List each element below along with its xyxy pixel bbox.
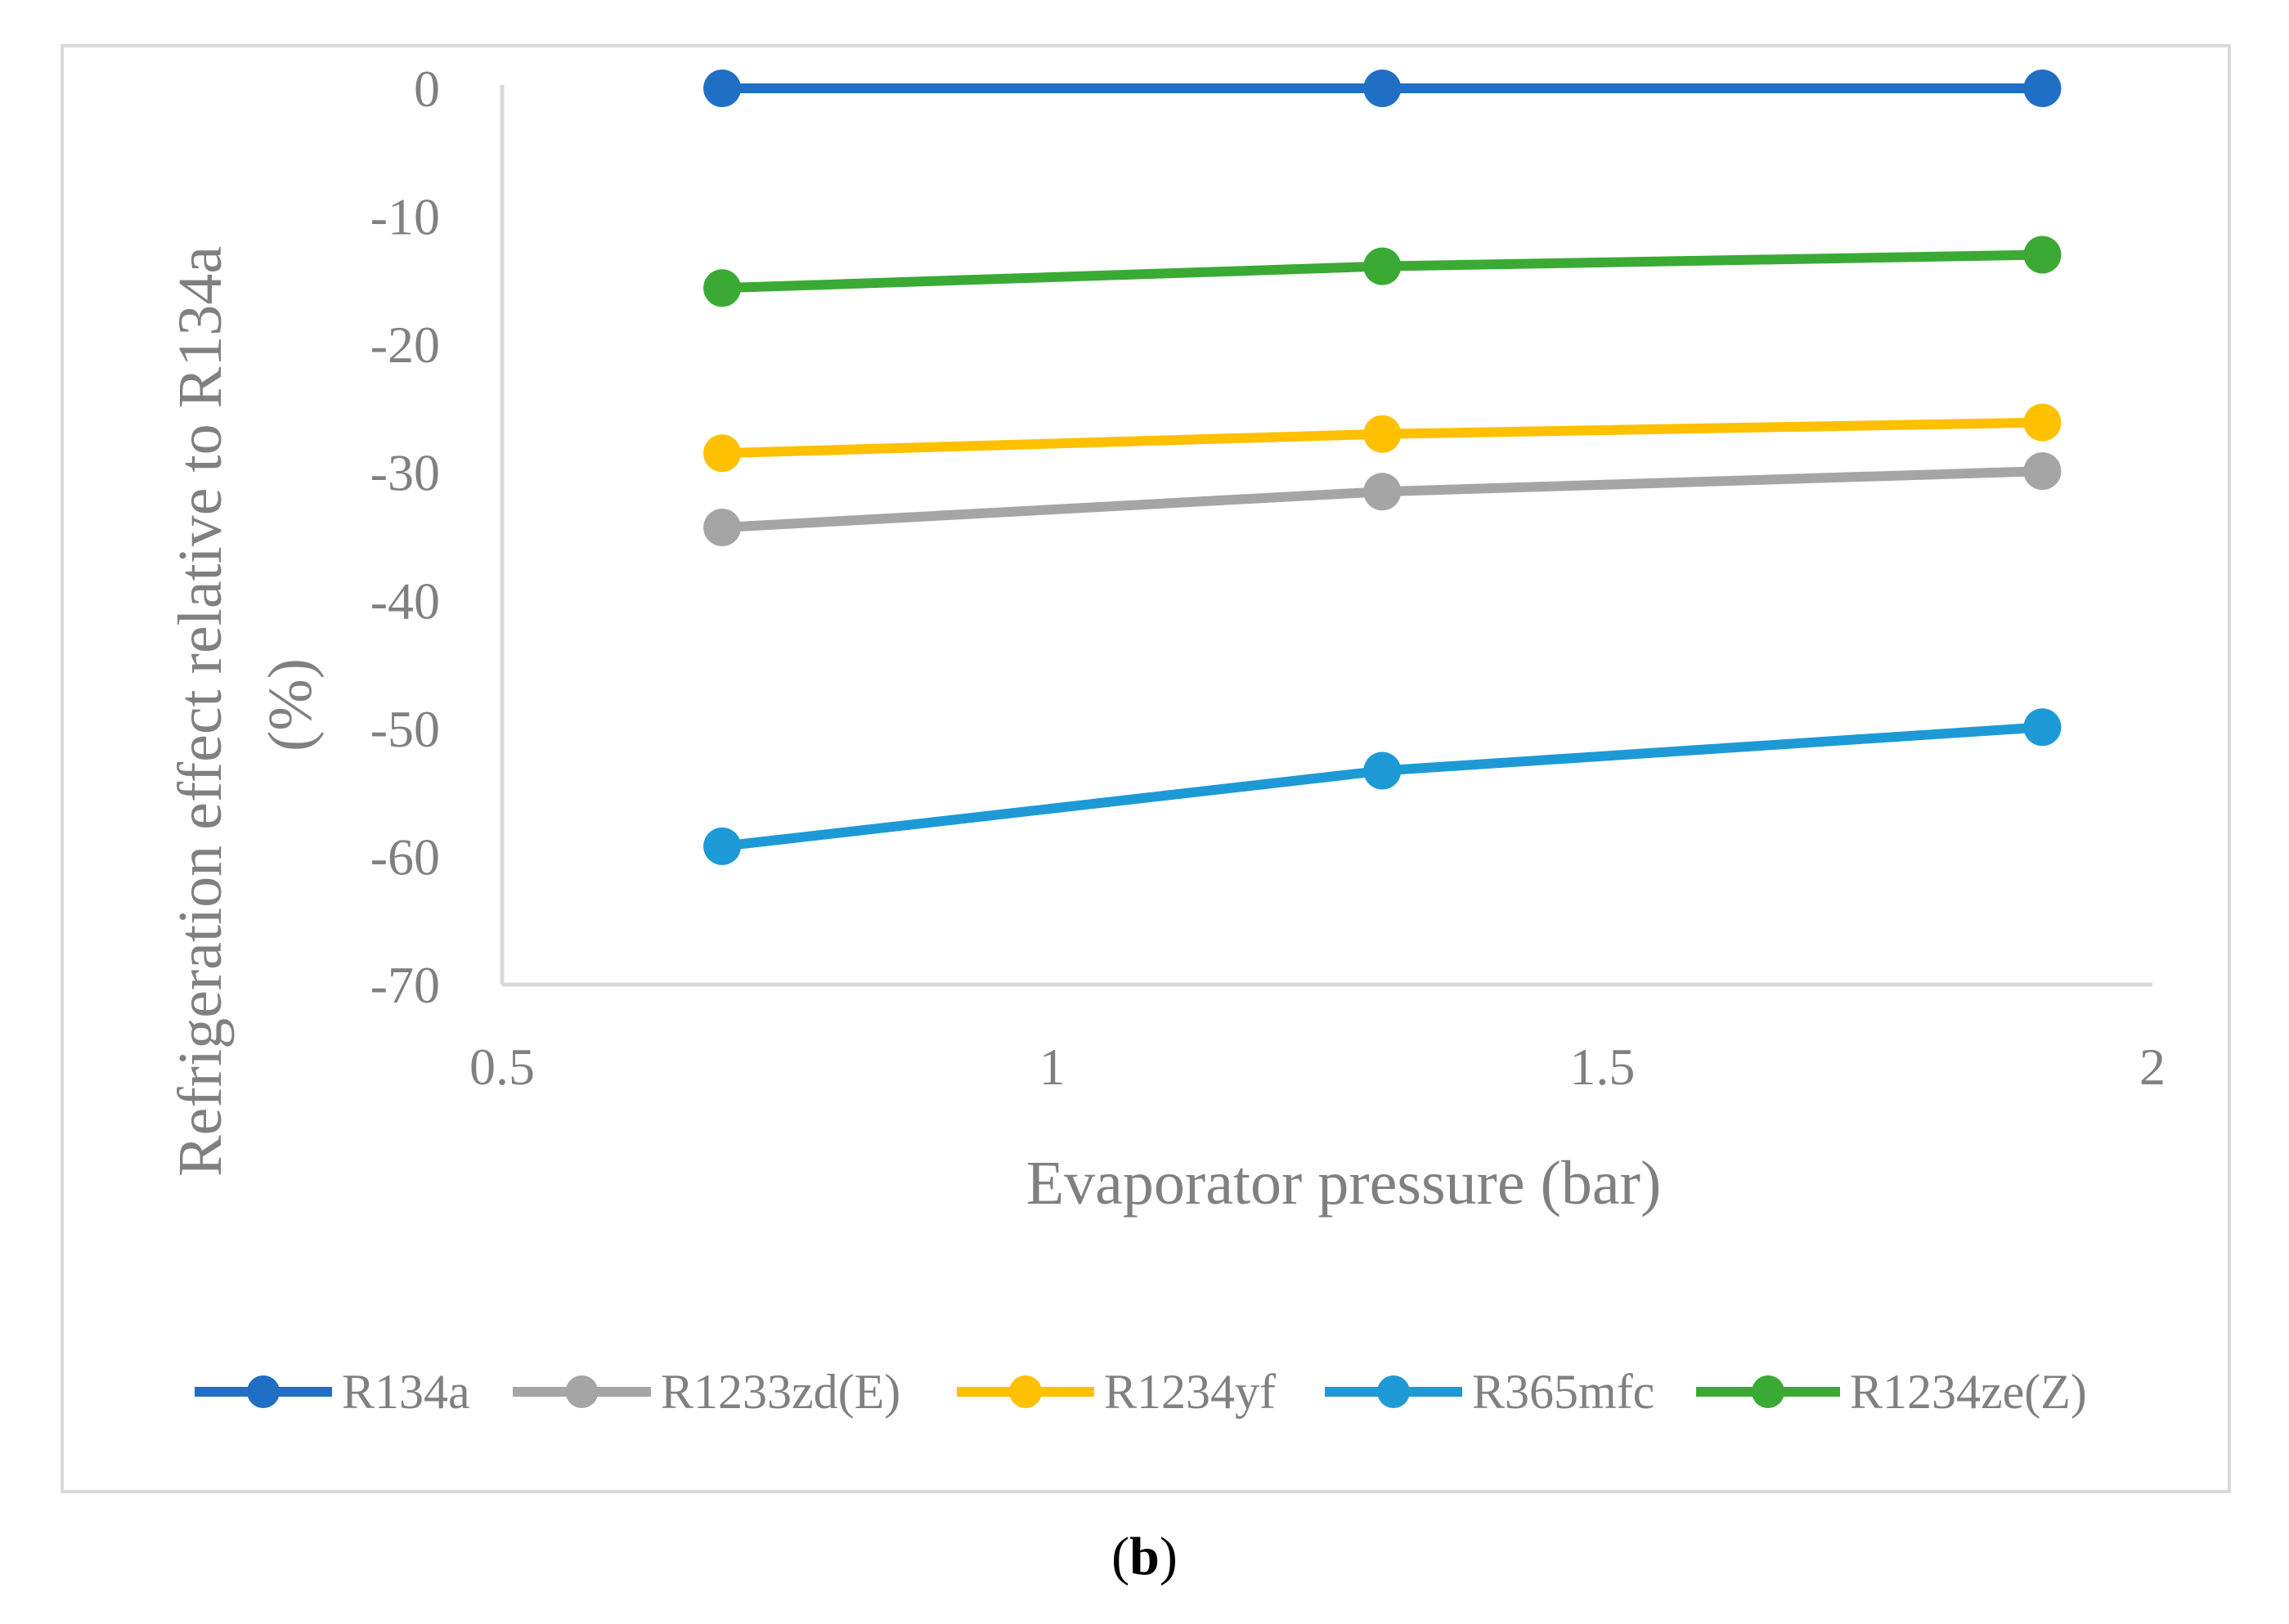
y-axis-title: Refrigeration effect relative to R134a (… [166, 246, 325, 1177]
y-tick-label: -40 [370, 572, 440, 630]
legend-item: R134a [195, 1365, 470, 1419]
y-tick-label: -60 [370, 828, 440, 886]
x-tick-label: 2 [2139, 1038, 2166, 1096]
data-point [2023, 236, 2062, 274]
data-point [2023, 403, 2062, 442]
legend: R134a R1233zd(E) R1234yf R365mfc R1234ze(Z) [195, 1365, 2087, 1419]
caption-open: ( [1111, 1527, 1130, 1586]
data-point [703, 509, 742, 547]
legend-label: R134a [342, 1365, 470, 1419]
y-tick-label: -50 [370, 700, 440, 758]
data-point [703, 434, 742, 473]
data-point [2023, 70, 2062, 107]
legend-marker [247, 1375, 280, 1408]
y-tick-label: 0 [414, 60, 440, 118]
x-tick-label: 1 [1039, 1038, 1066, 1096]
y-tick-label: -20 [370, 316, 440, 374]
y-tick-label: -10 [370, 188, 440, 246]
y-tick-label: -30 [370, 444, 440, 502]
legend-label: R365mfc [1472, 1365, 1654, 1419]
data-point [1363, 473, 1402, 511]
data-point [1363, 70, 1402, 107]
data-point [703, 70, 742, 107]
series-R1233zd(E) [703, 452, 2062, 547]
x-tick-label: 1.5 [1569, 1038, 1635, 1096]
caption-close: ) [1159, 1527, 1178, 1586]
y-axis-ticks: 0 -10 -20 -30 -40 -50 -60 -70 [370, 60, 440, 1014]
figure-caption: (b) [0, 1526, 2289, 1588]
legend-marker [565, 1375, 599, 1408]
legend-item: R365mfc [1325, 1365, 1654, 1419]
axes [500, 85, 2152, 987]
data-point [1363, 415, 1402, 453]
legend-label: R1234yf [1104, 1365, 1276, 1419]
series-R365mfc [703, 708, 2062, 865]
data-point [703, 827, 742, 865]
data-point [1363, 751, 1402, 790]
legend-item: R1233zd(E) [513, 1365, 900, 1419]
legend-marker [1009, 1375, 1042, 1408]
y-tick-label: -70 [370, 956, 440, 1014]
data-point [2023, 708, 2062, 747]
series-R134a [703, 70, 2062, 107]
data-point [703, 269, 742, 307]
data-point [1363, 247, 1402, 285]
x-axis-ticks: 0.5 1 1.5 2 [469, 1038, 2166, 1096]
y-axis-title-line2: (%) [256, 658, 325, 751]
legend-item: R1234yf [957, 1365, 1276, 1419]
x-tick-label: 0.5 [469, 1038, 535, 1096]
x-axis-title: Evaporator pressure (bar) [1026, 1149, 1662, 1218]
chart-frame [61, 44, 2231, 1493]
series-layer [703, 70, 2062, 865]
series-R1234yf [703, 403, 2062, 473]
caption-letter: b [1129, 1527, 1160, 1586]
legend-marker [1752, 1375, 1784, 1408]
legend-label: R1234ze(Z) [1850, 1365, 2087, 1419]
series-R1234ze(Z) [703, 236, 2062, 307]
y-axis-title-line1: Refrigeration effect relative to R134a [166, 246, 235, 1177]
legend-marker [1377, 1375, 1410, 1408]
legend-label: R1233zd(E) [661, 1365, 900, 1419]
legend-item: R1234ze(Z) [1696, 1365, 2087, 1419]
data-point [2023, 452, 2062, 491]
